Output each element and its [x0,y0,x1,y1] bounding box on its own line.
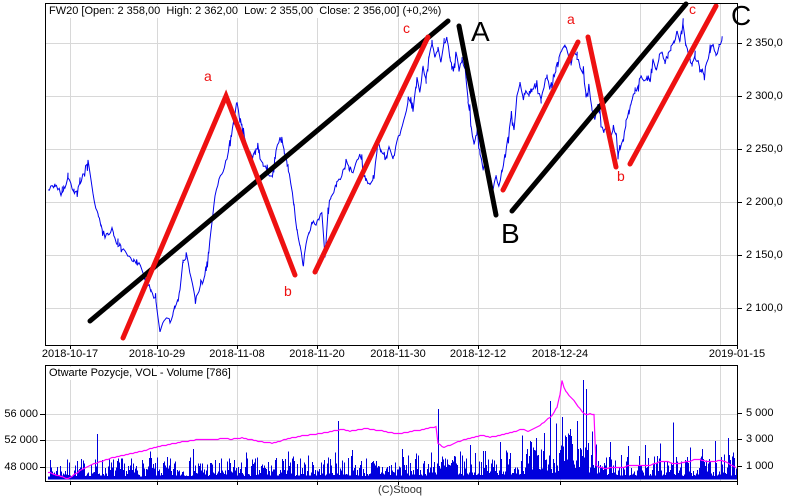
wave-label-C: C [731,0,752,31]
oi-tick-label: 48 000 [4,461,38,473]
x-tick-label: 2018-12-12 [449,348,507,360]
open-interest-line [48,380,737,480]
wave-label-A: A [471,16,490,47]
x-tick-label: 2018-11-20 [289,348,345,360]
grid-lines [45,3,737,481]
x-tick-label: 2018-10-17 [41,348,99,360]
main-chart-title: FW20 [Open: 2 358,00 High: 2 362,00 Low:… [49,5,446,18]
volume-tick-label: 3 000 [746,433,774,445]
wave-label-b: b [284,283,292,299]
x-tick-label: 2019-01-15 [708,348,766,360]
wave-lines-black [87,1,689,324]
price-line [47,18,723,333]
x-tick-label: 2018-11-30 [370,348,426,360]
oi-tick-label: 52 000 [4,434,38,446]
plot-borders [40,3,742,485]
wave-label-c: c [689,1,696,17]
wave-label-c: c [403,20,410,36]
x-tick-label: 2018-10-29 [128,348,186,360]
y-tick-label: 2 200,0 [746,196,783,208]
wave-lines-red [120,3,719,341]
x-tick-label: 2018-11-08 [209,348,265,360]
wave-label-b: b [617,168,625,184]
copyright-text: (C)Stooq [377,484,423,496]
y-tick-label: 2 300,0 [746,90,783,102]
volume-bars [48,379,737,480]
volume-tick-label: 1 000 [746,460,774,472]
wave-label-B: B [501,218,520,249]
y-tick-label: 2 350,0 [746,37,783,49]
oi-tick-label: 56 000 [4,408,38,420]
wave-label-a: a [567,11,575,27]
x-tick-label: 2018-12-24 [531,348,589,360]
y-tick-label: 2 150,0 [746,249,783,261]
y-tick-label: 2 250,0 [746,143,783,155]
y-tick-label: 2 100,0 [746,302,783,314]
volume-tick-label: 5 000 [746,407,774,419]
volume-panel-title: Otwarte Pozycje, VOL - Volume [786] [49,367,235,380]
wave-label-a: a [204,68,212,84]
